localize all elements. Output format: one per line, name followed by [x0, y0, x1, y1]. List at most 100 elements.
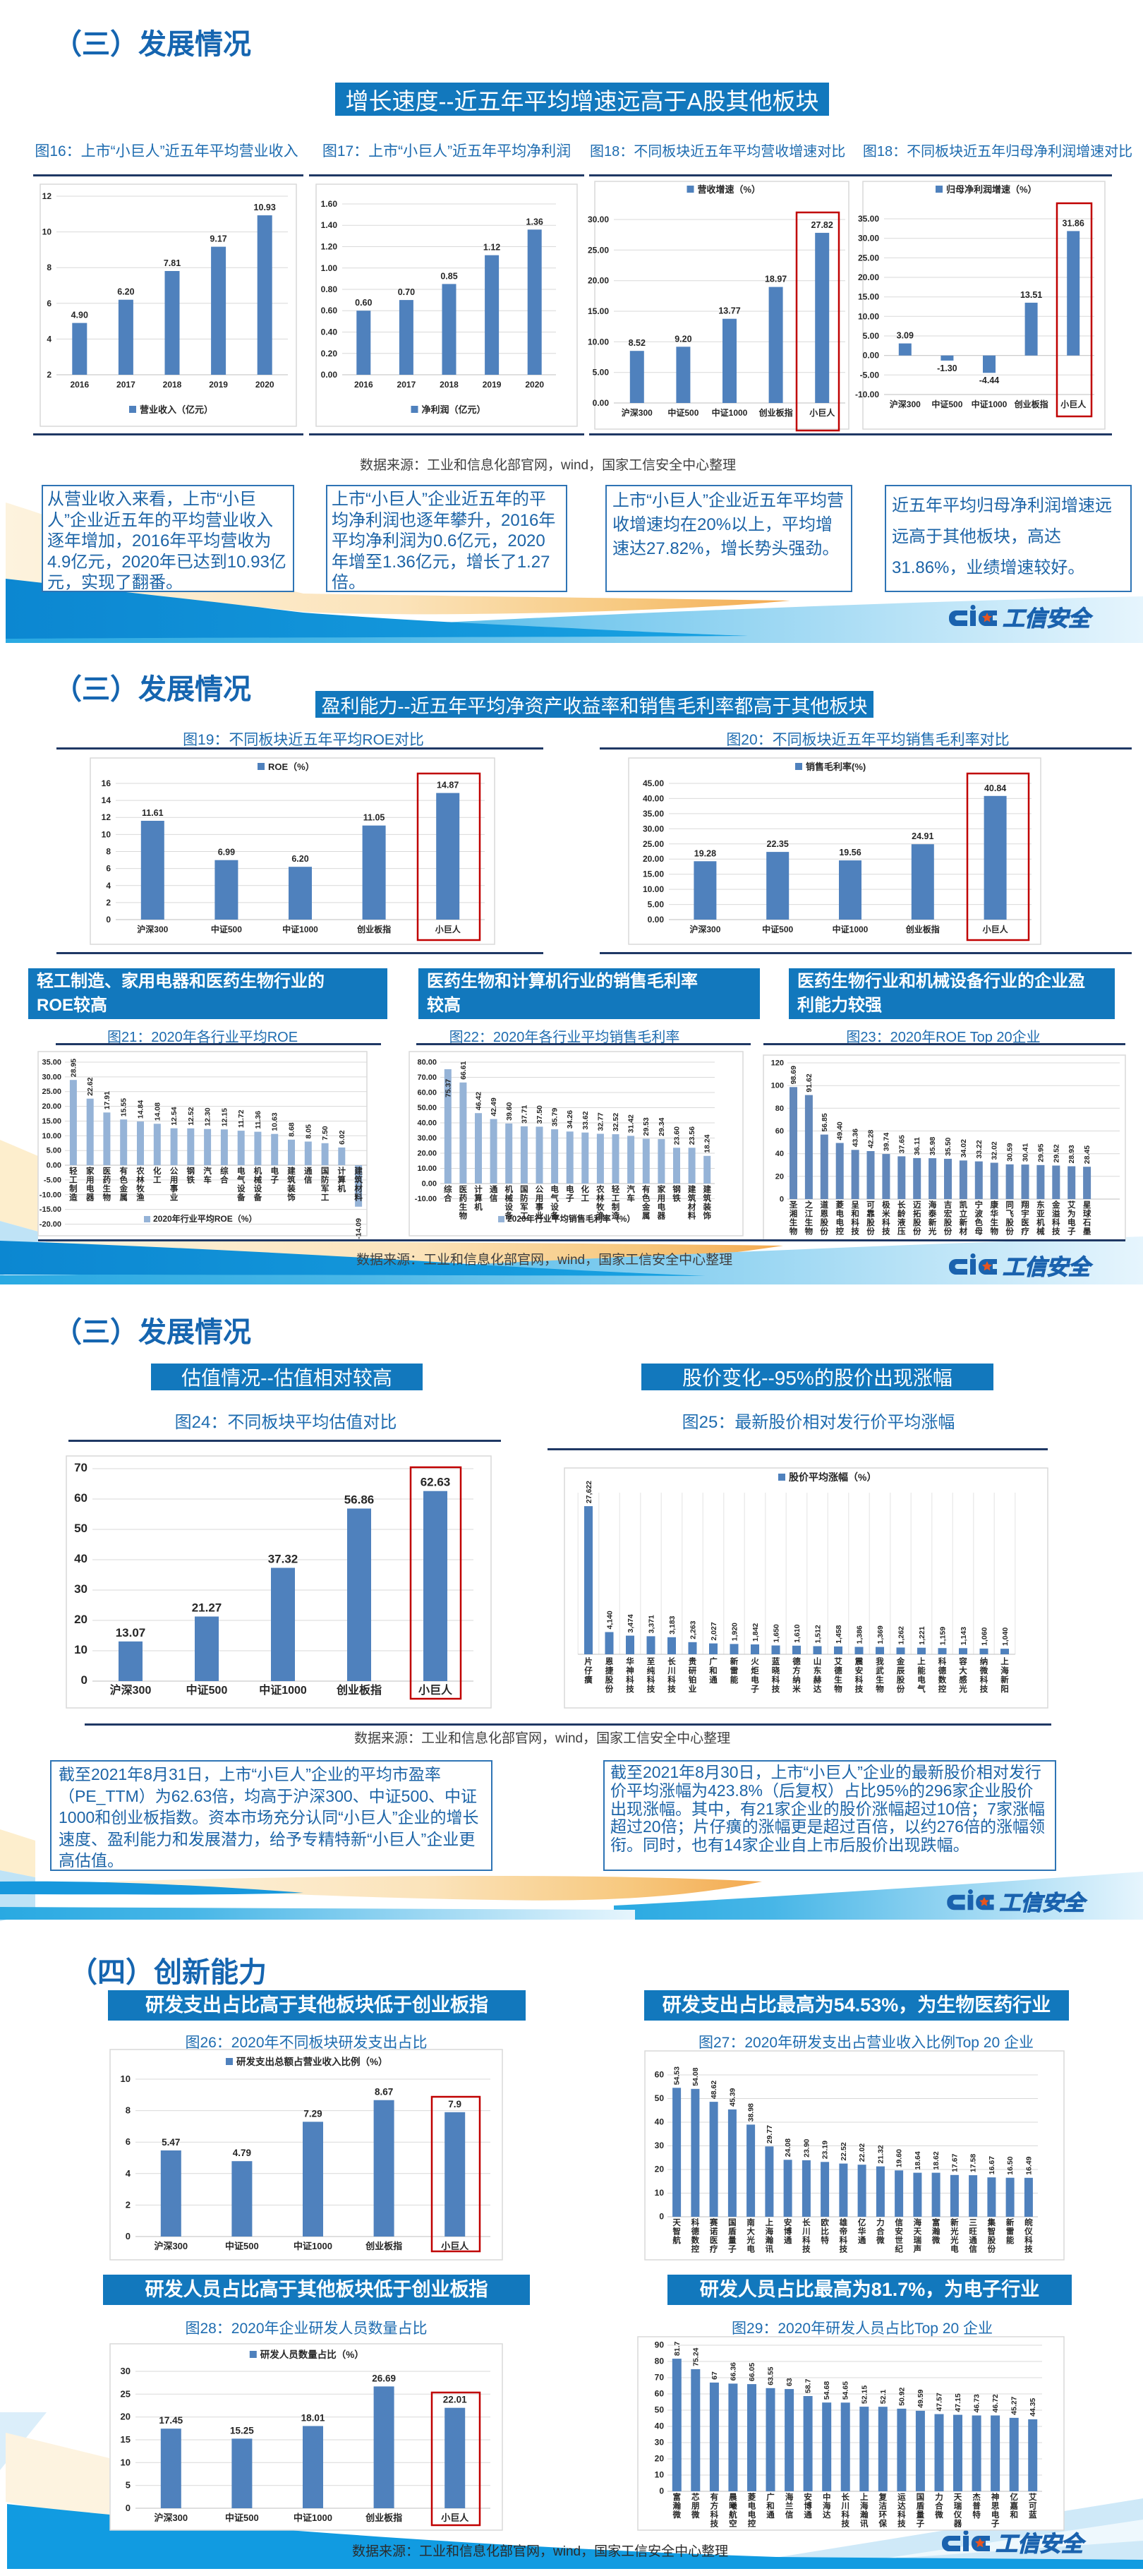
- svg-text:华: 华: [990, 1209, 998, 1219]
- svg-text:通: 通: [858, 2236, 866, 2245]
- svg-text:铂: 铂: [689, 1675, 697, 1685]
- svg-text:66.05: 66.05: [748, 2363, 756, 2381]
- svg-text:15.00: 15.00: [42, 1117, 61, 1126]
- svg-text:料: 料: [688, 1211, 696, 1221]
- svg-text:-15.00: -15.00: [40, 1205, 61, 1214]
- svg-text:工信安全: 工信安全: [1003, 1255, 1093, 1280]
- svg-text:12.15: 12.15: [220, 1108, 229, 1126]
- svg-text:80: 80: [655, 2357, 665, 2366]
- svg-text:备: 备: [504, 1211, 513, 1221]
- svg-text:安: 安: [855, 1666, 864, 1675]
- svg-text:0: 0: [106, 915, 111, 925]
- svg-text:博: 博: [784, 2227, 792, 2237]
- svg-text:4: 4: [47, 334, 52, 344]
- svg-text:新: 新: [1006, 2217, 1015, 2227]
- svg-text:18.01: 18.01: [301, 2413, 325, 2424]
- svg-text:技: 技: [897, 2519, 906, 2529]
- svg-text:迈: 迈: [913, 1200, 921, 1210]
- svg-text:研: 研: [689, 1666, 697, 1675]
- svg-text:长: 长: [897, 1200, 906, 1210]
- svg-text:54.68: 54.68: [823, 2381, 831, 2400]
- svg-text:30.00: 30.00: [588, 215, 609, 224]
- svg-text:50: 50: [655, 2093, 665, 2103]
- svg-text:蓝: 蓝: [1029, 2510, 1037, 2520]
- svg-text:东: 东: [1036, 1200, 1045, 1210]
- svg-text:归母净利润增速（%）: 归母净利润增速（%）: [946, 184, 1037, 195]
- svg-text:33.22: 33.22: [975, 1140, 984, 1158]
- svg-text:9.17: 9.17: [210, 234, 226, 244]
- svg-text:2020年行业平均ROE（%）: 2020年行业平均ROE（%）: [153, 1213, 257, 1224]
- svg-text:ROE（%）: ROE（%）: [268, 762, 315, 772]
- svg-text:5: 5: [126, 2480, 131, 2491]
- svg-text:创业板指: 创业板指: [365, 2241, 402, 2251]
- svg-text:金: 金: [641, 1202, 651, 1212]
- svg-text:生: 生: [790, 1217, 798, 1227]
- svg-text:17.45: 17.45: [159, 2415, 183, 2426]
- svg-text:科: 科: [938, 1656, 947, 1666]
- svg-text:40: 40: [655, 2117, 665, 2127]
- svg-text:科: 科: [710, 2510, 719, 2520]
- svg-text:50: 50: [74, 1522, 87, 1535]
- svg-text:航: 航: [729, 2510, 737, 2520]
- svg-text:29.34: 29.34: [658, 1117, 666, 1136]
- svg-text:2020年行业平均销售毛利率（%）: 2020年行业平均销售毛利率（%）: [507, 1213, 635, 1224]
- svg-text:2016: 2016: [354, 380, 373, 390]
- svg-text:瀚: 瀚: [766, 2235, 774, 2245]
- svg-text:业: 业: [536, 1211, 544, 1221]
- svg-text:0.00: 0.00: [648, 915, 665, 925]
- svg-text:海: 海: [823, 2501, 831, 2511]
- svg-text:30.00: 30.00: [858, 234, 879, 243]
- svg-text:铁: 铁: [672, 1193, 681, 1203]
- svg-text:力: 力: [876, 2217, 885, 2227]
- svg-text:70.00: 70.00: [417, 1073, 437, 1082]
- svg-text:1,262: 1,262: [897, 1626, 906, 1644]
- svg-text:方: 方: [710, 2501, 719, 2511]
- svg-text:6.02: 6.02: [338, 1130, 346, 1145]
- svg-text:13.77: 13.77: [718, 306, 740, 316]
- svg-text:25: 25: [121, 2388, 131, 2399]
- svg-text:家: 家: [658, 1184, 666, 1194]
- svg-text:10.00: 10.00: [42, 1132, 61, 1140]
- svg-text:创业板指: 创业板指: [905, 924, 940, 934]
- svg-text:1,060: 1,060: [981, 1627, 989, 1645]
- svg-text:技: 技: [841, 2519, 849, 2529]
- svg-text:通: 通: [709, 1675, 718, 1685]
- svg-text:仪: 仪: [953, 2510, 962, 2520]
- svg-text:纳: 纳: [792, 1675, 801, 1685]
- svg-text:工: 工: [581, 1194, 590, 1203]
- svg-text:造: 造: [69, 1193, 78, 1203]
- svg-text:芯: 芯: [691, 2492, 700, 2502]
- svg-text:恩: 恩: [605, 1657, 614, 1666]
- svg-text:电: 电: [835, 1217, 844, 1227]
- svg-text:雄: 雄: [839, 2217, 848, 2227]
- svg-text:38.98: 38.98: [747, 2103, 756, 2121]
- svg-text:方: 方: [792, 1666, 801, 1675]
- svg-text:子: 子: [270, 1176, 279, 1185]
- svg-text:雷: 雷: [1006, 2227, 1015, 2237]
- svg-text:德: 德: [938, 1666, 947, 1675]
- svg-text:60: 60: [775, 1127, 784, 1136]
- svg-text:16.67: 16.67: [988, 2156, 996, 2174]
- svg-text:信: 信: [969, 2244, 977, 2254]
- svg-text:震: 震: [854, 1657, 864, 1666]
- svg-text:曦: 曦: [729, 2501, 737, 2511]
- svg-text:特: 特: [972, 2510, 981, 2520]
- svg-text:装: 装: [702, 1202, 711, 1212]
- svg-text:电: 电: [748, 2501, 756, 2511]
- svg-text:70: 70: [74, 1461, 87, 1474]
- svg-text:8: 8: [47, 263, 52, 272]
- svg-text:3,371: 3,371: [648, 1615, 656, 1633]
- svg-text:科: 科: [851, 1217, 859, 1227]
- svg-text:钢: 钢: [187, 1166, 195, 1176]
- svg-text:算: 算: [473, 1193, 483, 1203]
- svg-text:33.62: 33.62: [581, 1111, 590, 1129]
- svg-text:37.71: 37.71: [520, 1105, 528, 1123]
- svg-text:医: 医: [1021, 1218, 1029, 1227]
- svg-text:11.05: 11.05: [363, 813, 385, 823]
- svg-text:17.91: 17.91: [103, 1091, 111, 1109]
- svg-text:营收增速（%）: 营收增速（%）: [698, 184, 761, 195]
- svg-text:机: 机: [1036, 1217, 1045, 1227]
- svg-text:股: 股: [944, 1217, 953, 1227]
- svg-text:股: 股: [1005, 1217, 1014, 1227]
- svg-text:片: 片: [584, 1656, 593, 1666]
